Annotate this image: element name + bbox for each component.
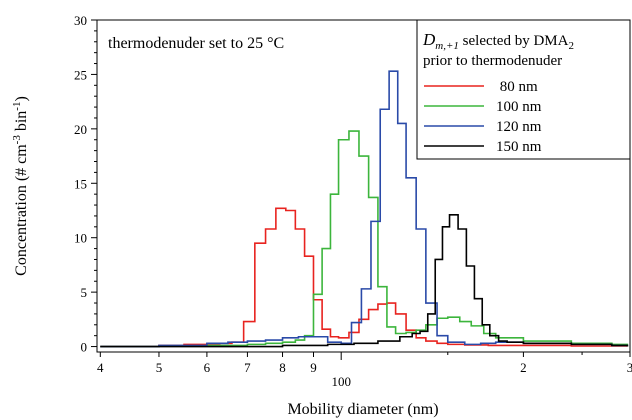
- legend-entries: 80 nm 100 nm 120 nm 150 nm: [424, 79, 542, 155]
- legend-title-sub2: 2: [568, 40, 574, 52]
- x-axis-title: Mobility diameter (nm): [287, 401, 438, 418]
- y-tick-label: 30: [74, 13, 87, 28]
- x-tick-label: 9: [310, 360, 317, 375]
- y-tick-label: 25: [74, 67, 87, 82]
- y-tick-label: 20: [74, 122, 87, 137]
- x-tick-label: 5: [156, 360, 163, 375]
- x-tick-label: 6: [204, 360, 211, 375]
- plot-area: [96, 19, 631, 353]
- y-tick-label: 15: [74, 176, 87, 191]
- annotation-text: thermodenuder set to 25 °C: [108, 35, 284, 52]
- x-tick-label: 4: [97, 360, 104, 375]
- series-line-1: [100, 207, 629, 348]
- series-line-2: [100, 130, 629, 348]
- y-tick-label: 5: [81, 285, 88, 300]
- y-axis: 0 5 10 15 20 25 30: [74, 13, 97, 355]
- legend-label-4: 150 nm: [496, 139, 542, 155]
- x-tick-label: 2: [520, 360, 527, 375]
- legend: Dm,+1 selected by DMA2 prior to thermode…: [416, 19, 631, 160]
- y-axis-title-sup2: -1: [11, 102, 23, 111]
- y-axis-title-end: ): [13, 96, 30, 101]
- legend-label-2: 100 nm: [496, 99, 542, 115]
- legend-title-rest: selected by DMA: [459, 33, 569, 49]
- series-group: [100, 70, 629, 348]
- legend-title-sub: m,+1: [435, 40, 459, 52]
- legend-title-line2: prior to thermodenuder: [423, 53, 562, 69]
- y-tick-label: 10: [74, 231, 87, 246]
- legend-label-3: 120 nm: [496, 119, 542, 135]
- x-tick-label: 8: [279, 360, 286, 375]
- legend-label-1: 80 nm: [496, 79, 538, 95]
- x-tick-label: 100: [331, 374, 351, 389]
- y-axis-title-main: Concentration (# cm: [13, 144, 30, 276]
- legend-box: [416, 19, 631, 160]
- series-line-3: [100, 70, 629, 348]
- legend-title-main: D: [422, 30, 436, 49]
- y-axis-title-mid: bin: [13, 111, 30, 135]
- x-axis: 4 5 6 7 8 9 100 2 3: [97, 352, 632, 389]
- legend-title: Dm,+1 selected by DMA2: [422, 30, 574, 52]
- y-axis-title: Concentration (# cm-3 bin-1): [11, 96, 30, 276]
- x-tick-label: 3: [627, 360, 632, 375]
- x-tick-label: 7: [244, 360, 251, 375]
- series-line-4: [100, 214, 629, 348]
- y-tick-label: 0: [81, 340, 88, 355]
- y-axis-title-sup1: -3: [11, 135, 23, 145]
